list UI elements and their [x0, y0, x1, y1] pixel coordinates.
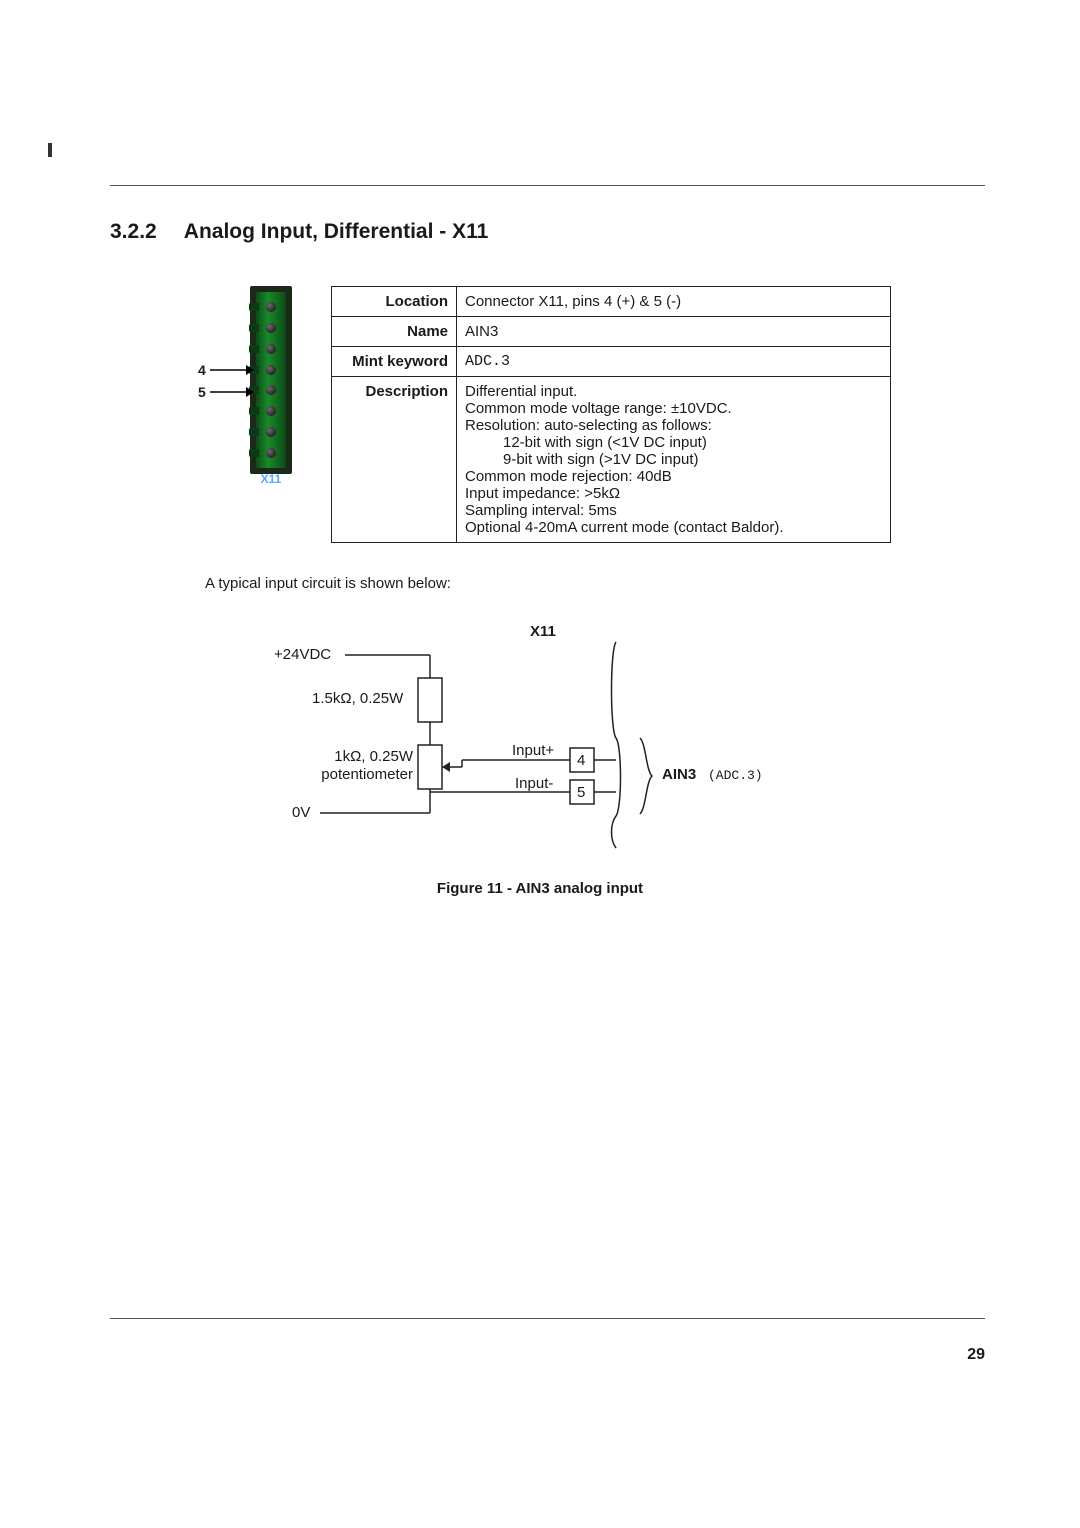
label-r2b: potentiometer	[308, 766, 413, 783]
label-adc3: (ADC.3)	[708, 768, 763, 783]
table-row: LocationConnector X11, pins 4 (+) & 5 (-…	[332, 287, 891, 317]
table-value: Connector X11, pins 4 (+) & 5 (-)	[457, 287, 891, 317]
section-title: Analog Input, Differential - X11	[184, 220, 489, 243]
table-row: NameAIN3	[332, 317, 891, 347]
label-r1: 1.5kΩ, 0.25W	[312, 690, 403, 707]
connector-pin	[256, 340, 286, 358]
connector-pin	[256, 402, 286, 420]
label-0v: 0V	[292, 804, 310, 821]
revision-bar	[48, 143, 52, 157]
label-24v: +24VDC	[274, 646, 331, 663]
label-input-pos: Input+	[512, 742, 554, 759]
circuit-svg	[260, 620, 800, 850]
label-ain3: AIN3	[662, 766, 696, 783]
table-label: Name	[332, 317, 457, 347]
connector-pin	[256, 361, 286, 379]
section-heading: 3.2.2 Analog Input, Differential - X11	[110, 220, 488, 244]
pin-callout: 5	[198, 384, 254, 400]
label-r2a: 1kΩ, 0.25W	[318, 748, 413, 765]
table-label: Location	[332, 287, 457, 317]
top-rule	[110, 185, 985, 186]
bottom-rule	[110, 1318, 985, 1319]
connector-pin	[256, 381, 286, 399]
description-table: LocationConnector X11, pins 4 (+) & 5 (-…	[331, 286, 891, 543]
table-row: Mint keywordADC.3	[332, 347, 891, 377]
figure-caption: Figure 11 - AIN3 analog input	[0, 880, 1080, 897]
pin-callout: 4	[198, 362, 254, 378]
table-value: ADC.3	[457, 347, 891, 377]
connector-pin	[256, 444, 286, 462]
table-value: AIN3	[457, 317, 891, 347]
connector-label: X11	[259, 472, 283, 486]
table-value: Differential input.Common mode voltage r…	[457, 377, 891, 543]
label-input-neg: Input-	[515, 775, 553, 792]
connector-pin	[256, 319, 286, 337]
below-table-caption: A typical input circuit is shown below:	[205, 575, 451, 592]
circuit-title: X11	[530, 623, 556, 640]
connector-pin	[256, 423, 286, 441]
connector-graphic: X11 45	[228, 286, 306, 486]
table-label: Mint keyword	[332, 347, 457, 377]
table-label: Description	[332, 377, 457, 543]
section-number: 3.2.2	[110, 220, 157, 243]
circuit-diagram: X11 +24VDC 1.5kΩ, 0.25W 1kΩ, 0.25W poten…	[260, 620, 800, 850]
connector-body	[256, 292, 286, 468]
label-pin5: 5	[577, 784, 585, 801]
connector-pin	[256, 298, 286, 316]
table-row: DescriptionDifferential input.Common mod…	[332, 377, 891, 543]
label-pin4: 4	[577, 752, 585, 769]
page-number: 29	[967, 1346, 985, 1364]
